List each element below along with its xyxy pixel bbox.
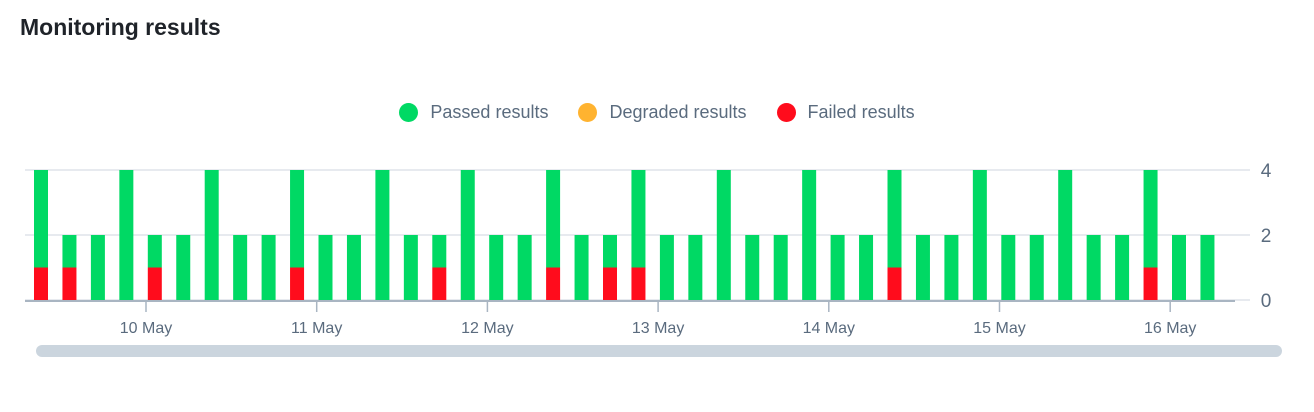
y-tick-label: 0	[1261, 291, 1272, 312]
bar-passed-results	[830, 235, 845, 300]
bar-passed-results	[745, 235, 760, 300]
bar-passed-results	[1001, 235, 1016, 300]
horizontal-scrollbar[interactable]	[36, 345, 1282, 357]
y-tick-label: 2	[1261, 226, 1272, 247]
bar-passed-results	[887, 170, 902, 268]
bar-passed-results	[90, 235, 105, 300]
bar-passed-results	[1115, 235, 1130, 300]
x-tick-label: 14 May	[803, 320, 855, 337]
bar-passed-results	[517, 235, 532, 300]
bar-passed-results	[603, 235, 617, 268]
bar-failed-results	[290, 267, 305, 300]
bar-failed-results	[432, 267, 447, 300]
legend-label: Failed results	[807, 102, 915, 122]
x-tick-label: 13 May	[632, 320, 684, 337]
bar-passed-results	[489, 235, 504, 300]
bar-failed-results	[887, 267, 902, 300]
bar-passed-results	[802, 170, 817, 300]
bar-passed-results	[1172, 235, 1186, 300]
bar-passed-results	[318, 235, 333, 300]
bar-passed-results	[204, 170, 219, 300]
bar-passed-results	[1143, 170, 1158, 268]
bar-failed-results	[62, 267, 77, 300]
legend-label: Passed results	[430, 102, 549, 122]
bar-passed-results	[659, 235, 674, 300]
bar-failed-results	[147, 267, 162, 300]
bar-passed-results	[261, 235, 276, 300]
bar-passed-results	[62, 235, 77, 268]
bar-passed-results	[1029, 235, 1044, 300]
x-tick-label: 16 May	[1144, 320, 1196, 337]
bar-passed-results	[233, 235, 248, 300]
bar-passed-results	[176, 235, 191, 300]
bar-passed-results	[375, 170, 390, 300]
failed-dot-icon	[776, 103, 796, 122]
bar-passed-results	[773, 235, 788, 300]
bar-passed-results	[859, 235, 874, 300]
bar-passed-results	[574, 235, 589, 300]
bar-passed-results	[915, 235, 930, 300]
bar-failed-results	[34, 267, 48, 300]
x-tick-label: 12 May	[461, 320, 513, 337]
bar-passed-results	[290, 170, 305, 268]
bar-passed-results	[346, 235, 361, 300]
passed-dot-icon	[399, 103, 419, 122]
bar-failed-results	[631, 267, 646, 300]
bar-passed-results	[34, 170, 48, 268]
chart-legend: Passed results Degraded results Failed r…	[0, 102, 1314, 123]
bar-passed-results	[546, 170, 561, 268]
bar-passed-results	[119, 170, 134, 300]
bar-passed-results	[403, 235, 418, 300]
degraded-dot-icon	[578, 103, 598, 122]
bar-passed-results	[432, 235, 447, 268]
bar-failed-results	[1143, 267, 1158, 300]
bar-passed-results	[972, 170, 987, 300]
bar-passed-results	[1058, 170, 1073, 300]
x-tick-label: 11 May	[291, 320, 342, 337]
x-tick-label: 15 May	[973, 320, 1025, 337]
y-tick-label: 4	[1261, 161, 1272, 182]
bar-passed-results	[944, 235, 959, 300]
x-tick-label: 10 May	[120, 320, 172, 337]
legend-item-degraded[interactable]: Degraded results	[578, 102, 747, 123]
bar-passed-results	[716, 170, 731, 300]
bar-passed-results	[631, 170, 646, 268]
bar-failed-results	[546, 267, 561, 300]
bar-passed-results	[688, 235, 703, 300]
legend-item-failed[interactable]: Failed results	[776, 102, 915, 123]
bar-passed-results	[147, 235, 162, 268]
bar-passed-results	[1200, 235, 1215, 300]
bar-passed-results	[1086, 235, 1101, 300]
bar-failed-results	[603, 267, 617, 300]
bar-passed-results	[460, 170, 475, 300]
legend-label: Degraded results	[609, 102, 747, 122]
legend-item-passed[interactable]: Passed results	[399, 102, 548, 123]
page-title: Monitoring results	[20, 14, 221, 40]
